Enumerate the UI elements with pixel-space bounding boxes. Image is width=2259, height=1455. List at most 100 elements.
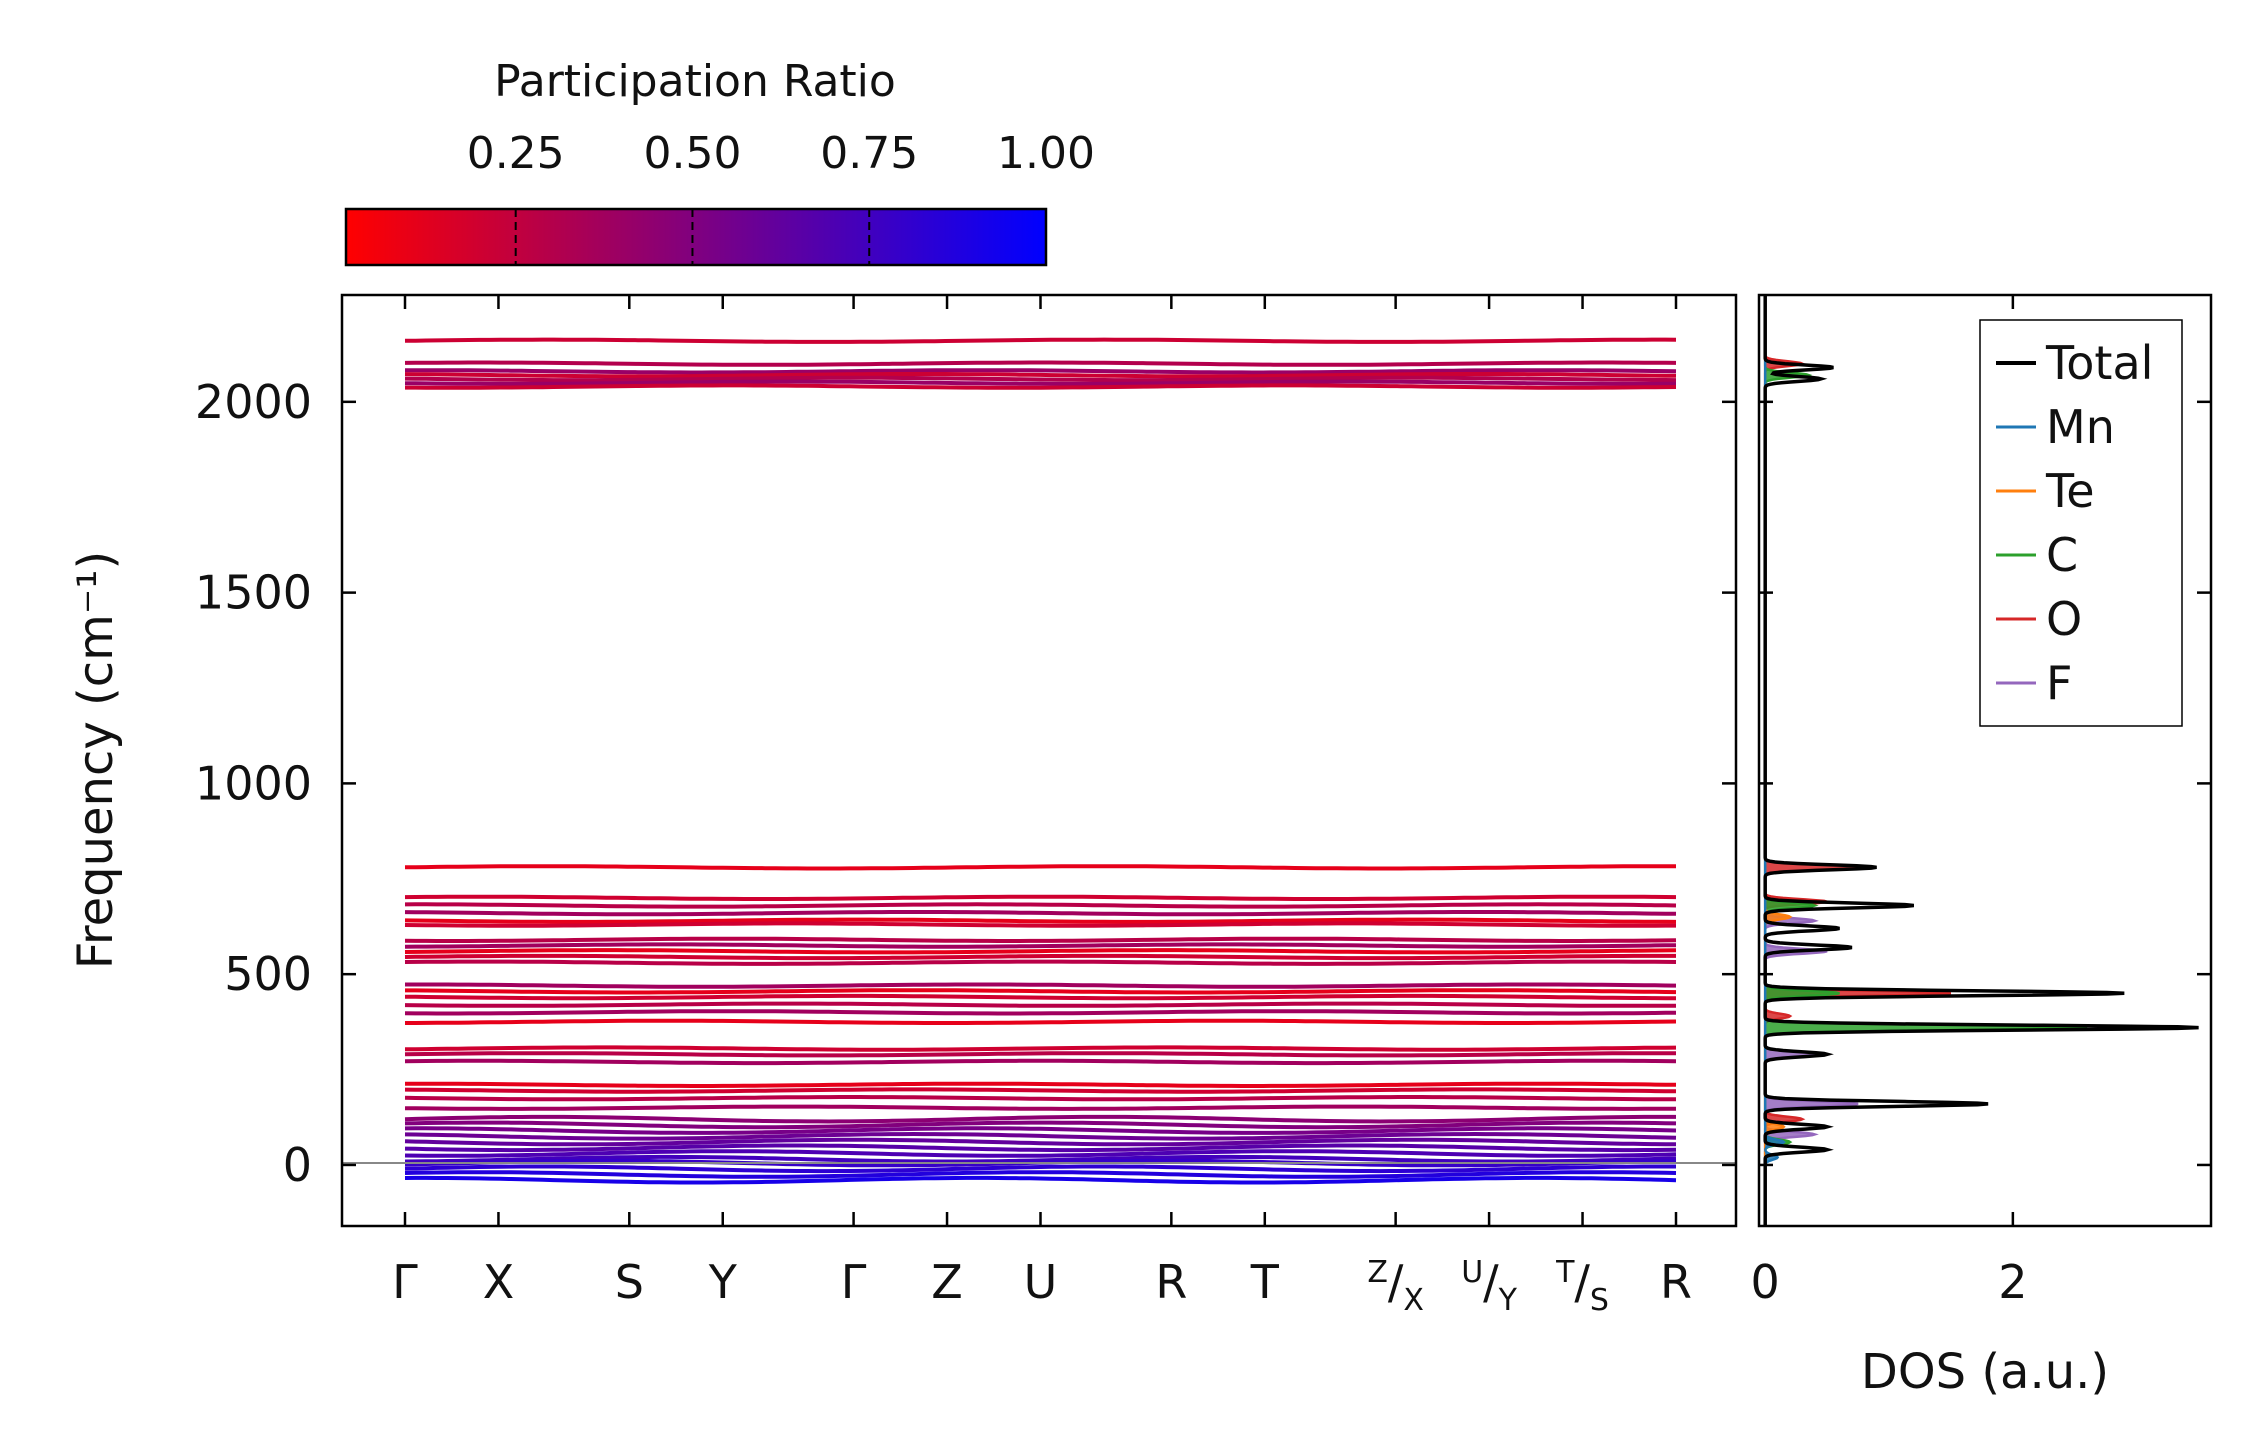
dos-fill-o: [1765, 295, 1951, 1226]
band-line: [404, 375, 1677, 383]
band-line: [404, 894, 1677, 901]
x-tick-label: U/Y: [1461, 1255, 1517, 1318]
dos-fill-te: [1765, 295, 1790, 1226]
x-tick-label-top: T: [1555, 1255, 1575, 1290]
y-tick-label: 500: [224, 947, 312, 1001]
dos-line-total: [1763, 295, 2199, 1226]
x-tick-label: R: [1660, 1255, 1692, 1309]
x-tick-label: X: [483, 1255, 515, 1309]
legend-frame: [1979, 319, 2183, 727]
colorbar-tick-label: 0.25: [467, 128, 565, 179]
band-y-ticks: 2000 1500 1000 500 0: [195, 375, 1736, 1192]
band-line: [405, 383, 1677, 390]
x-tick-label: U: [1024, 1255, 1058, 1309]
band-line: [404, 1131, 1677, 1141]
y-tick-label: 1500: [195, 566, 312, 620]
band-line: [404, 910, 1677, 917]
x-tick-label: R: [1155, 1255, 1187, 1309]
colorbar-tick-label: 1.00: [997, 128, 1095, 179]
dos-line-te: [1763, 295, 1793, 1226]
band-line: [404, 1045, 1677, 1052]
legend-items: Total Mn Te COF: [1996, 336, 2153, 710]
legend-label: Total: [2045, 336, 2153, 390]
band-line: [404, 948, 1677, 955]
colorbar-title: Participation Ratio: [494, 56, 896, 107]
x-tick-label-bottom: Y: [1498, 1283, 1518, 1318]
dos-line-o: [1763, 295, 1952, 1226]
x-tick-label: Γ: [392, 1255, 418, 1309]
legend-label: F: [2046, 656, 2072, 710]
band-line: [405, 368, 1677, 375]
dos-x-tick-label: 2: [1998, 1255, 2027, 1309]
band-line: [404, 921, 1676, 928]
colorbar-ticks: [514, 209, 871, 265]
band-line: [404, 1175, 1677, 1185]
legend-label: Te: [2045, 464, 2095, 518]
y-tick-label: 0: [283, 1138, 312, 1192]
band-line: [404, 1164, 1676, 1174]
colorbar-tick-label: 0.50: [643, 128, 741, 179]
band-line: [404, 1087, 1677, 1094]
dos-line-f: [1763, 295, 1859, 1226]
dos-axes-frame: [1757, 293, 2213, 1228]
x-tick-label-bottom: S: [1590, 1283, 1609, 1318]
band-line: [404, 1009, 1677, 1016]
colorbar-tick-label: 0.75: [820, 128, 918, 179]
band-line: [404, 1058, 1677, 1066]
band-line: [405, 988, 1677, 995]
legend-label: Mn: [2046, 400, 2115, 454]
x-axis-title-dos: DOS (a.u.): [1861, 1344, 2109, 1400]
band-line: [404, 993, 1676, 1001]
x-tick-label-top: Z: [1367, 1255, 1388, 1290]
dos-line-mn: [1763, 295, 1786, 1226]
x-tick-label: Z/X: [1367, 1255, 1424, 1318]
band-line: [404, 959, 1677, 966]
band-line: [404, 1104, 1677, 1111]
band-line: [405, 1018, 1677, 1025]
x-tick-label: Y: [708, 1255, 738, 1309]
band-line: [404, 1149, 1677, 1158]
band-line: [404, 379, 1676, 386]
band-line: [404, 936, 1677, 943]
band-lines: [404, 337, 1677, 1185]
dos-fill-f: [1765, 295, 1859, 1226]
colorbar-tick-labels: 0.25 0.50 0.75 1.00: [467, 128, 1095, 179]
legend-label: C: [2046, 528, 2078, 582]
x-tick-label-top: U: [1461, 1255, 1483, 1290]
x-tick-label: Γ: [841, 1255, 867, 1309]
dos-curves: [1763, 295, 2199, 1226]
band-line: [404, 1143, 1677, 1153]
colorbar-gradient: [344, 207, 1048, 267]
band-line: [404, 1095, 1676, 1102]
x-tick-label: T: [1250, 1255, 1280, 1309]
band-line: [404, 1170, 1677, 1179]
band-line: [404, 1051, 1676, 1058]
band-line: [404, 917, 1677, 924]
legend: Total Mn Te COF: [1979, 319, 2183, 727]
y-tick-label: 1000: [195, 756, 312, 810]
legend-label: O: [2046, 592, 2082, 646]
band-line: [405, 1081, 1677, 1088]
y-axis-title: Frequency (cm⁻¹): [68, 551, 124, 969]
band-line: [404, 1126, 1677, 1135]
x-tick-label: T/S: [1555, 1255, 1609, 1318]
x-tick-label-slash: /: [1574, 1255, 1590, 1309]
band-line: [405, 982, 1677, 989]
x-tick-label-bottom: X: [1403, 1283, 1424, 1318]
band-line: [404, 942, 1677, 949]
x-tick-label-slash: /: [1388, 1255, 1404, 1309]
band-line: [404, 372, 1677, 379]
band-line: [404, 902, 1677, 909]
band-line: [404, 1137, 1677, 1147]
y-tick-label: 2000: [195, 375, 312, 429]
band-line: [404, 337, 1677, 344]
colorbar: Participation Ratio 0.25 0.50 0.75 1.00: [344, 56, 1095, 267]
dos-fill-mn: [1765, 295, 1784, 1226]
band-line: [404, 953, 1676, 961]
x-tick-label-slash: /: [1483, 1255, 1499, 1309]
band-line: [404, 1114, 1676, 1124]
